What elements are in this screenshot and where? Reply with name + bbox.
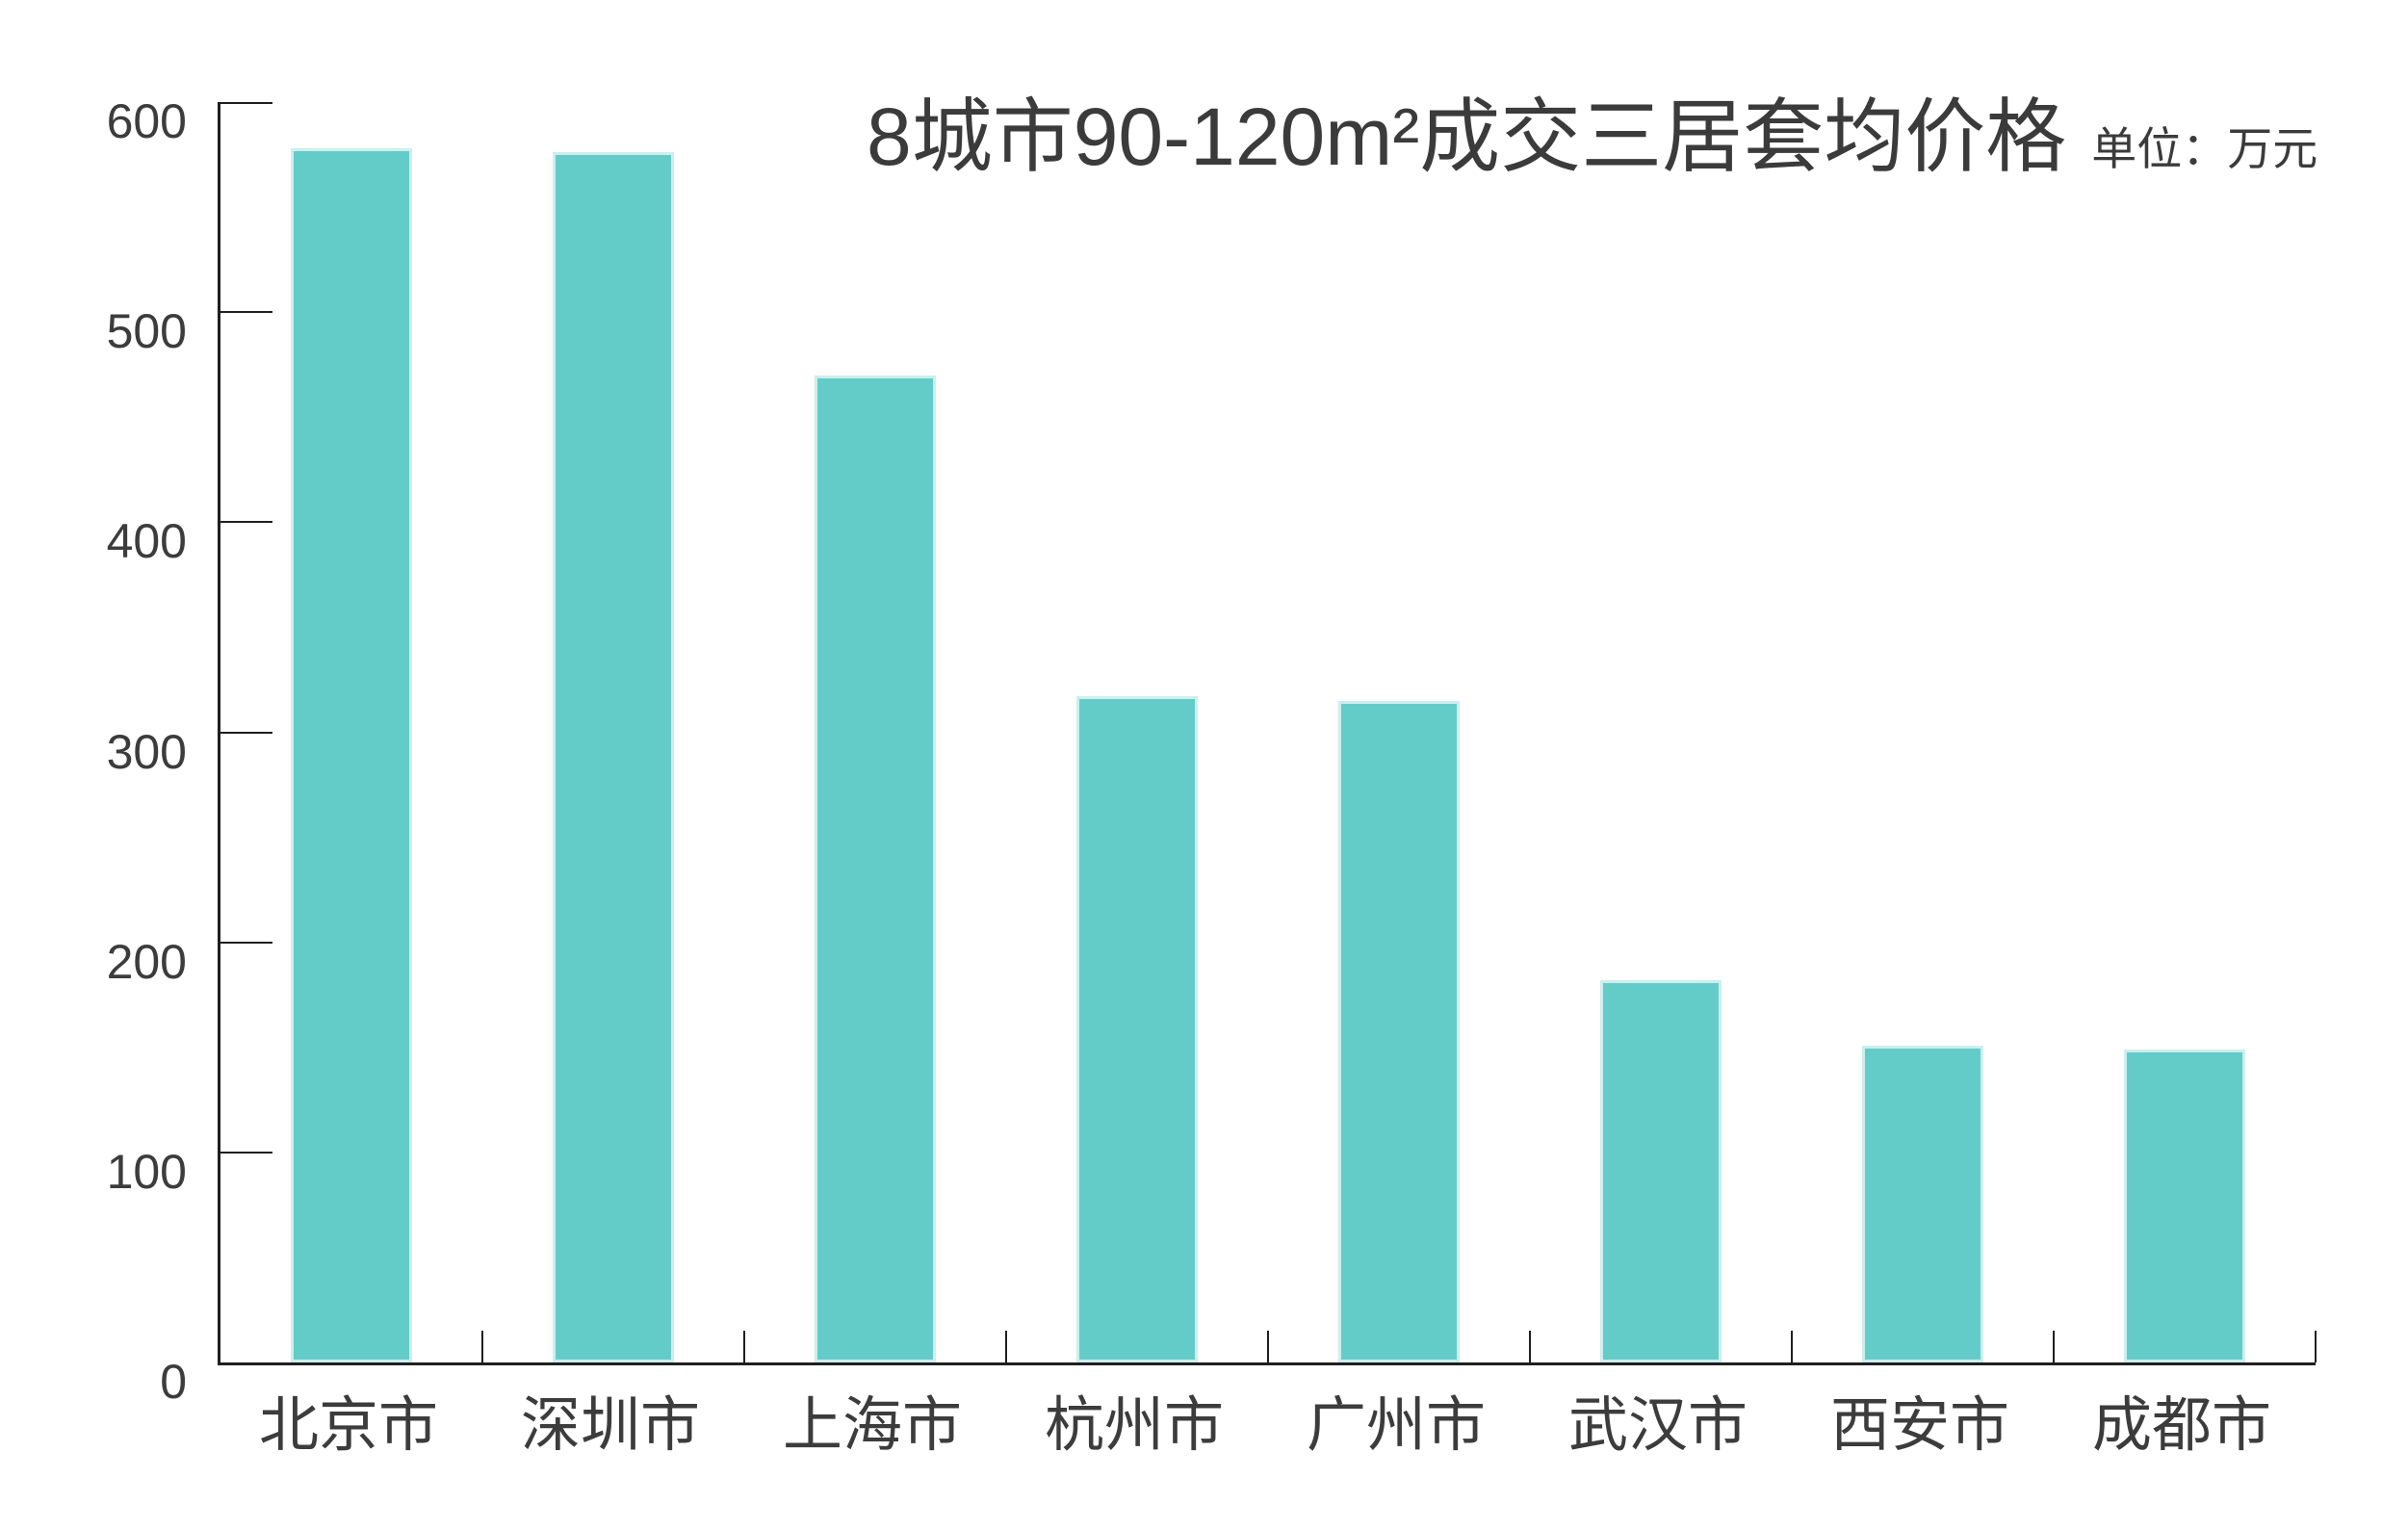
chart-unit-label: 单位：万元	[2091, 123, 2318, 174]
y-tick-label: 300	[106, 724, 187, 779]
x-tick	[2315, 1331, 2317, 1362]
x-tick	[743, 1331, 745, 1362]
bar-杭州市	[1076, 696, 1198, 1362]
y-tick-label: 500	[106, 304, 187, 359]
x-category-label: 广州市	[1306, 1392, 1486, 1459]
x-tick	[1529, 1331, 1531, 1362]
bar-北京市	[291, 147, 412, 1362]
y-tick	[220, 941, 272, 944]
x-category-label: 深圳市	[520, 1392, 700, 1459]
bar-广州市	[1338, 700, 1460, 1362]
bar-深圳市	[553, 152, 674, 1362]
x-tick	[1791, 1331, 1793, 1362]
y-tick	[220, 731, 272, 734]
y-tick	[220, 311, 272, 314]
chart-title: 8城市90-120m²成交三居套均价格	[867, 91, 2067, 182]
y-tick-label: 600	[106, 94, 187, 148]
x-tick	[481, 1331, 483, 1362]
y-tick-label: 0	[160, 1355, 187, 1409]
x-tick	[2053, 1331, 2055, 1362]
x-category-label: 上海市	[782, 1392, 962, 1459]
x-category-label: 北京市	[258, 1392, 438, 1459]
x-category-label: 西安市	[1829, 1392, 2009, 1459]
y-tick	[220, 102, 272, 104]
y-tick	[220, 521, 272, 524]
bar-武汉市	[1600, 979, 1722, 1362]
chart-header: 8城市90-120m²成交三居套均价格 单位：万元	[867, 91, 2318, 182]
x-category-label: 武汉市	[1567, 1392, 1748, 1459]
x-category-label: 成都市	[2091, 1392, 2271, 1459]
y-tick-label: 100	[106, 1144, 187, 1199]
bar-西安市	[1862, 1045, 1983, 1362]
y-tick-label: 400	[106, 514, 187, 569]
plot-area	[218, 102, 2317, 1365]
y-tick	[220, 1151, 272, 1154]
bar-上海市	[815, 375, 936, 1362]
y-tick-label: 200	[106, 934, 187, 989]
x-category-label: 杭州市	[1044, 1392, 1224, 1459]
bar-成都市	[2124, 1049, 2245, 1362]
x-tick	[1005, 1331, 1007, 1362]
x-tick	[1267, 1331, 1269, 1362]
